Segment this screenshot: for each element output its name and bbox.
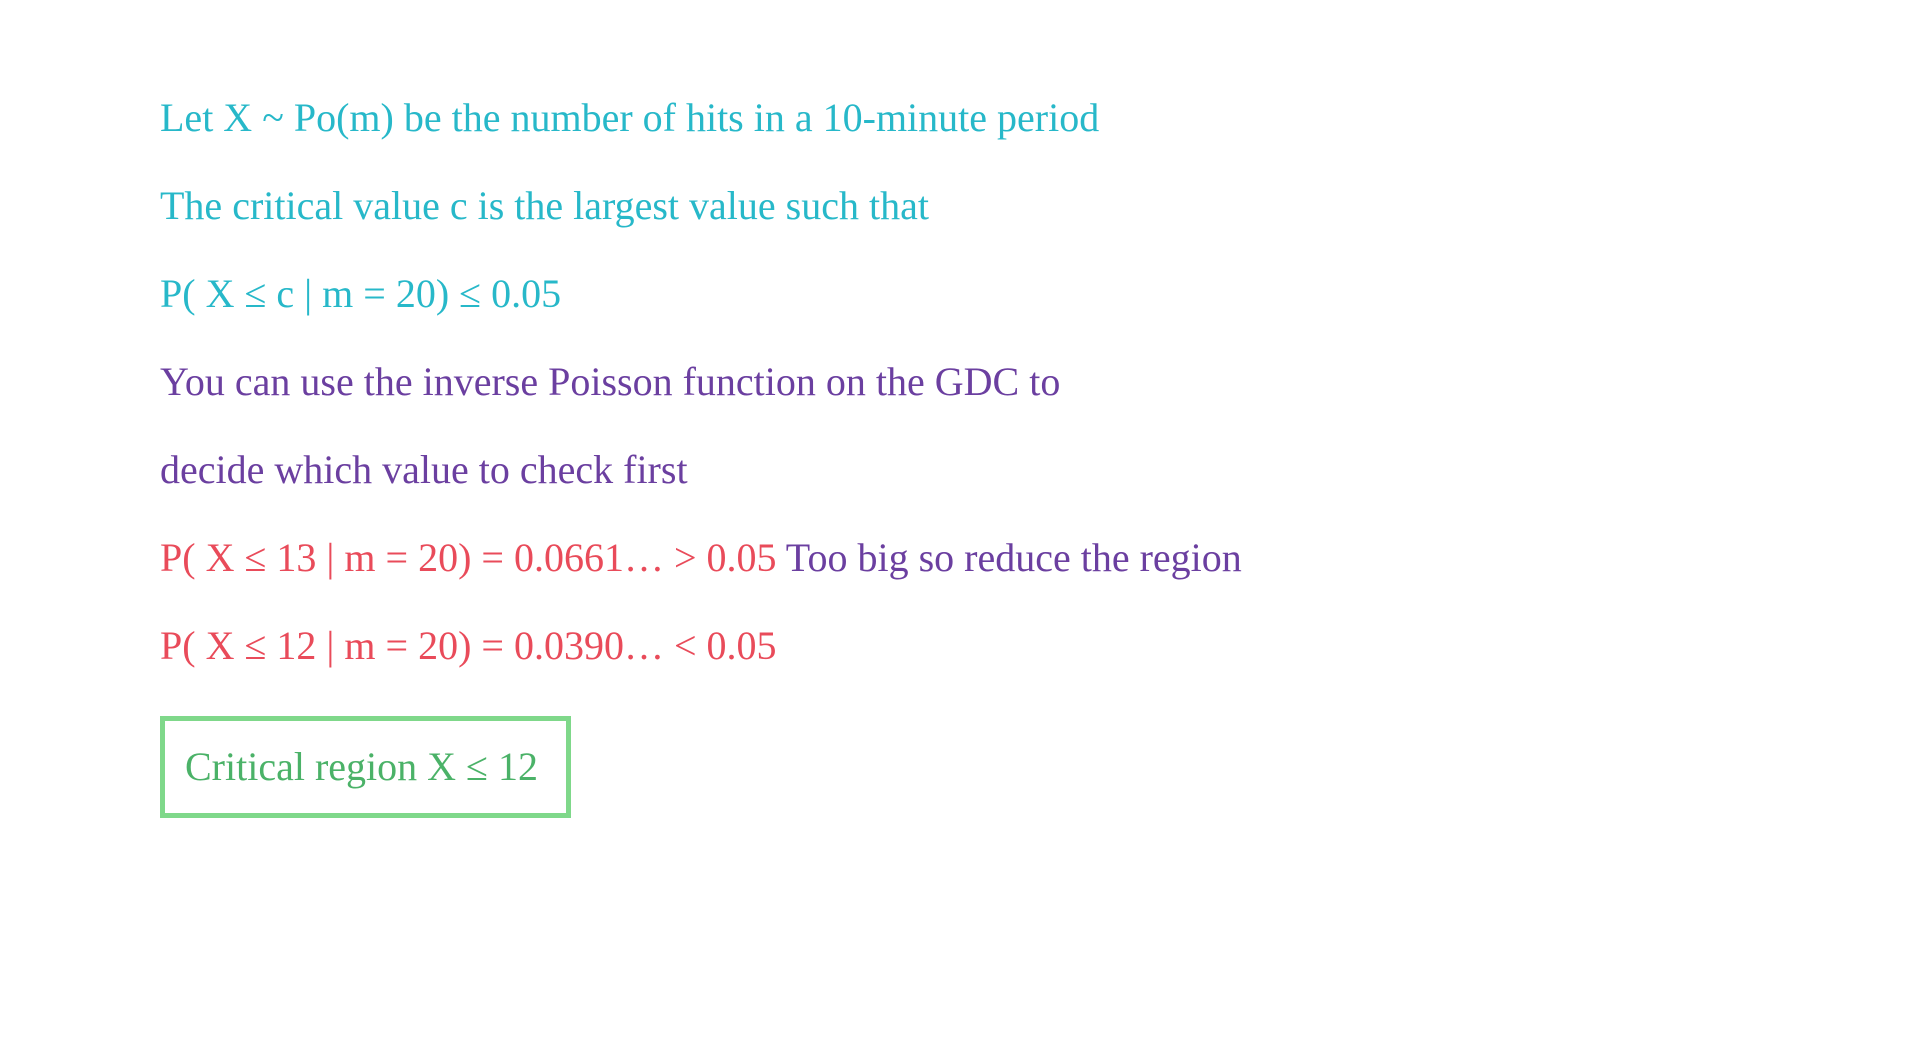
line-1: Let X ~ Po(m) be the number of hits in a… xyxy=(160,80,1750,156)
line-5: decide which value to check first xyxy=(160,432,1750,508)
answer-box: Critical region X ≤ 12 xyxy=(160,716,571,818)
line-7: P( X ≤ 12 | m = 20) = 0.0390… < 0.05 xyxy=(160,608,1750,684)
line-6: P( X ≤ 13 | m = 20) = 0.0661… > 0.05 Too… xyxy=(160,520,1750,596)
answer-text: Critical region X ≤ 12 xyxy=(185,744,538,789)
line-3: P( X ≤ c | m = 20) ≤ 0.05 xyxy=(160,256,1750,332)
line-6-math: P( X ≤ 13 | m = 20) = 0.0661… > 0.05 xyxy=(160,535,777,580)
line-2: The critical value c is the largest valu… xyxy=(160,168,1750,244)
line-4: You can use the inverse Poisson function… xyxy=(160,344,1750,420)
line-6-comment: Too big so reduce the region xyxy=(777,535,1242,580)
